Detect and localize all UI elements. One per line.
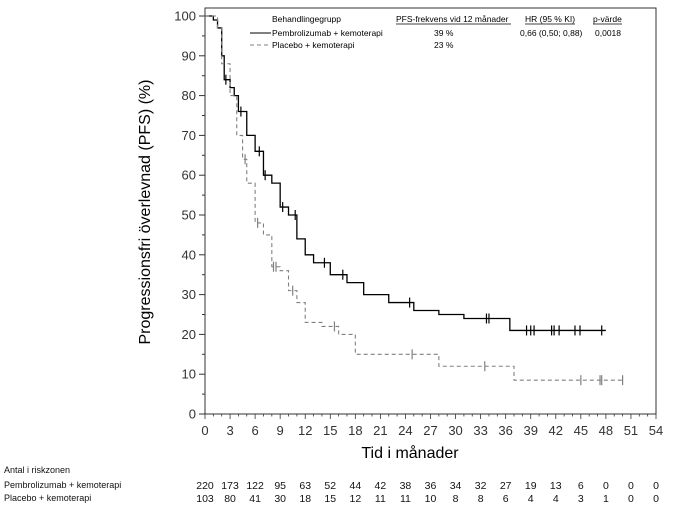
legend-label-placebo: Placebo + kemoterapi [272, 40, 355, 50]
legend-header-group: Behandlingegrupp [272, 14, 341, 24]
x-tick-label: 42 [549, 423, 563, 438]
risk-count: 10 [424, 493, 437, 505]
risk-count: 11 [399, 493, 411, 505]
risk-count: 122 [246, 480, 264, 492]
risk-count: 80 [224, 493, 236, 505]
x-axis-title: Tid i månader [361, 444, 459, 460]
series-group [205, 15, 624, 386]
y-tick-label: 50 [182, 208, 196, 223]
risk-count: 3 [577, 493, 584, 505]
x-tick-label: 30 [448, 423, 462, 438]
risk-count: 8 [452, 493, 459, 505]
risk-table-title: Antal i riskzonen [4, 465, 71, 475]
y-tick-label: 60 [182, 168, 196, 183]
risk-count: 34 [449, 480, 462, 492]
legend-label-pembro: Pembrolizumab + kemoterapi [272, 28, 383, 38]
risk-count: 30 [274, 493, 286, 505]
x-tick-label: 39 [523, 423, 537, 438]
risk-count: 42 [374, 480, 387, 492]
y-tick-label: 80 [182, 88, 196, 103]
x-axis: 0 3 6 9 12 15 18 21 24 27 30 33 36 39 42 45 48 51 54 [201, 414, 663, 438]
x-tick-label: 21 [373, 423, 387, 438]
risk-count: 1 [602, 493, 609, 505]
risk-count: 44 [349, 480, 362, 492]
risk-count: 0 [653, 480, 659, 492]
x-tick-label: 36 [498, 423, 512, 438]
risk-count: 52 [324, 480, 337, 492]
risk-count: 4 [527, 493, 534, 505]
y-tick-label: 10 [182, 367, 196, 382]
risk-count: 6 [502, 493, 509, 505]
x-tick-label: 9 [277, 423, 284, 438]
risk-row-label-pembro: Pembrolizumab + kemoterapi [4, 480, 122, 490]
legend-header-p: p-värde [593, 14, 622, 24]
y-tick-label: 20 [182, 327, 196, 342]
legend-p-pembro: 0,0018 [595, 28, 621, 38]
y-tick-label: 30 [182, 287, 196, 302]
y-tick-label: 40 [182, 247, 196, 262]
legend-header-pfs: PFS-frekvens vid 12 månader [396, 14, 509, 24]
y-tick-label: 0 [189, 407, 196, 422]
x-tick-label: 45 [574, 423, 588, 438]
legend-hr-pembro: 0,66 (0,50; 0,88) [520, 28, 583, 38]
risk-count: 11 [374, 493, 386, 505]
risk-count: 0 [653, 493, 659, 505]
risk-count: 173 [221, 480, 239, 492]
risk-count: 0 [628, 480, 634, 492]
risk-count: 220 [196, 480, 214, 492]
risk-count: 38 [399, 480, 412, 492]
y-tick-label: 90 [182, 48, 196, 63]
legend: Behandlingegrupp PFS-frekvens vid 12 mån… [250, 14, 622, 50]
x-tick-label: 6 [251, 423, 258, 438]
y-tick-label: 100 [174, 9, 196, 24]
risk-count: 8 [477, 493, 484, 505]
x-tick-label: 33 [473, 423, 487, 438]
risk-count: 36 [424, 480, 437, 492]
risk-count: 41 [249, 493, 261, 505]
y-axis-title: Progressionsfri överlevnad (PFS) (%) [137, 80, 154, 345]
risk-count: 103 [196, 493, 214, 505]
risk-row-label-placebo: Placebo + kemoterapi [4, 493, 92, 503]
risk-count: 18 [299, 493, 312, 505]
risk-count: 4 [552, 493, 559, 505]
x-tick-label: 0 [201, 423, 208, 438]
x-tick-label: 48 [599, 423, 613, 438]
x-tick-label: 15 [323, 423, 337, 438]
km-curve-placebo [205, 15, 623, 381]
legend-pfs-pembro: 39 % [434, 28, 454, 38]
x-tick-label: 3 [226, 423, 233, 438]
plot-frame [204, 7, 657, 415]
legend-pfs-placebo: 23 % [434, 40, 454, 50]
x-tick-label: 18 [348, 423, 362, 438]
y-axis: 0 10 20 30 40 50 60 70 80 90 100 [174, 9, 205, 422]
risk-count: 12 [349, 493, 362, 505]
x-tick-label: 54 [649, 423, 663, 438]
x-tick-label: 51 [624, 423, 638, 438]
risk-count: 27 [499, 480, 512, 492]
risk-count: 32 [474, 480, 487, 492]
risk-count: 13 [549, 480, 562, 492]
risk-count: 0 [628, 493, 634, 505]
x-tick-label: 27 [423, 423, 437, 438]
x-tick-label: 24 [398, 423, 412, 438]
x-tick-label: 12 [298, 423, 312, 438]
risk-count: 0 [602, 480, 609, 492]
risk-count: 19 [524, 480, 537, 492]
y-tick-label: 70 [182, 128, 196, 143]
legend-header-hr: HR (95 % KI) [525, 14, 575, 24]
risk-count: 63 [299, 480, 312, 492]
risk-count: 15 [324, 493, 337, 505]
risk-count: 95 [274, 480, 286, 492]
risk-count: 6 [577, 480, 584, 492]
